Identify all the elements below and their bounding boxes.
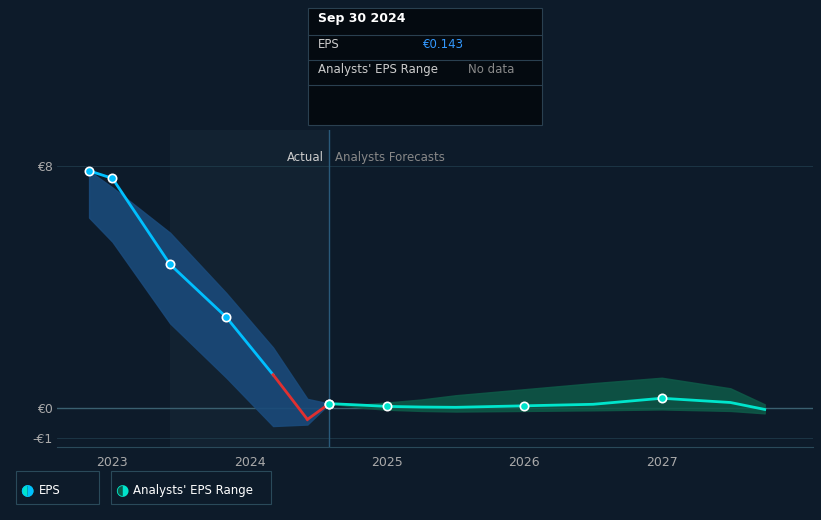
Text: Analysts' EPS Range: Analysts' EPS Range [133, 484, 253, 497]
Text: Analysts' EPS Range: Analysts' EPS Range [318, 63, 438, 76]
Text: Actual: Actual [287, 151, 324, 164]
Text: Sep 30 2024: Sep 30 2024 [318, 12, 406, 25]
Text: €0.143: €0.143 [423, 38, 464, 51]
Text: ◑: ◑ [21, 483, 34, 498]
Bar [170, 130, 329, 447]
Text: EPS: EPS [39, 484, 60, 497]
Text: ◐: ◐ [115, 483, 128, 498]
Text: No data: No data [468, 63, 514, 76]
Text: EPS: EPS [318, 38, 339, 51]
Text: Analysts Forecasts: Analysts Forecasts [335, 151, 445, 164]
Text: ◐: ◐ [21, 483, 34, 498]
Text: ◑: ◑ [115, 483, 128, 498]
